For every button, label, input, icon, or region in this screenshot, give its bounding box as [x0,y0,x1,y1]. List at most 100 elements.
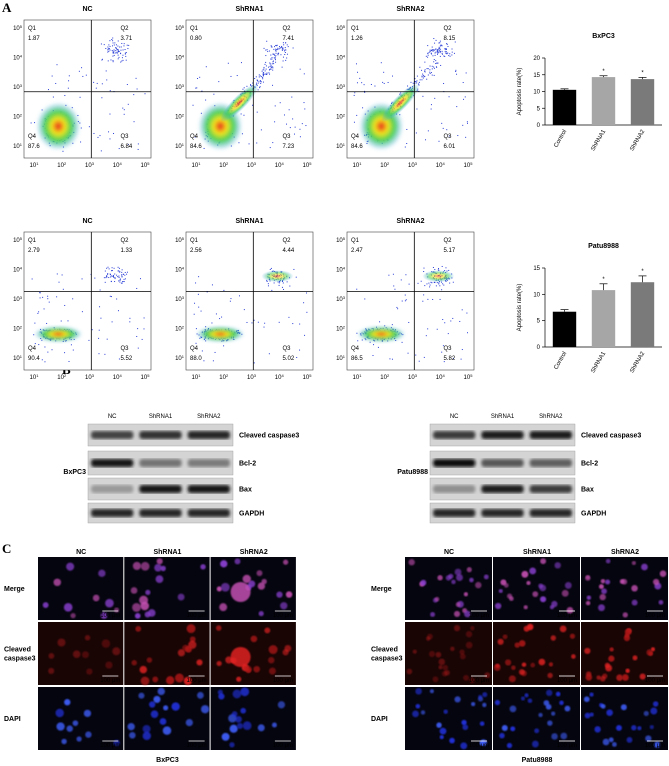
event-dot [113,267,115,269]
event-dot [299,68,301,70]
tick-exponent: 1 [359,373,362,378]
event-dot [423,70,425,72]
y-axis-label: Apoptosis rate(%) [517,284,523,332]
event-dot [206,291,208,293]
axis-tick-label: 103 [175,83,185,91]
cell [163,705,169,711]
y-tick-label: 10 [533,292,540,298]
event-dot [433,67,435,69]
event-dot [108,44,110,46]
axis-tick-label: 105 [336,236,346,244]
cell [560,732,568,740]
event-dot [465,136,467,138]
cell [112,647,121,656]
event-dot [259,75,261,77]
event-dot [427,53,429,55]
image-background [493,622,580,685]
event-dot [436,50,438,52]
cell [538,712,543,718]
cell [469,577,474,583]
cell [152,676,159,683]
event-dot [122,281,124,283]
event-dot [39,292,41,294]
event-dot [257,89,259,91]
event-dot [127,103,129,105]
event-dot [427,130,429,132]
event-dot [286,123,288,125]
quadrant-value: 1.87 [28,36,40,42]
event-dot [109,45,111,47]
event-dot [438,140,440,142]
event-dot [139,278,141,280]
event-dot [303,302,305,304]
event-dot [275,48,277,50]
event-dot [283,114,285,116]
event-dot [437,62,439,64]
event-dot [425,55,427,57]
axis-tick-label: 105 [464,373,474,381]
tick-base: 10 [13,85,20,91]
event-dot [101,97,103,99]
cell [276,591,283,598]
event-dot [121,282,123,284]
event-dot [39,297,41,299]
event-dot [284,52,286,54]
event-dot [33,334,35,336]
axis-tick-label: 104 [175,54,185,62]
event-dot [393,285,395,287]
event-dot [447,52,449,54]
event-dot [121,42,123,44]
event-dot [100,317,102,319]
quadrant-value: 7.23 [283,144,295,150]
cell [551,711,556,716]
event-dot [432,49,434,51]
tick-exponent: 5 [309,373,312,378]
event-dot [424,285,426,287]
event-dot [439,298,441,300]
cell [456,574,463,581]
tick-base: 10 [303,375,310,381]
event-dot [275,49,277,51]
if-image: 100 μm [124,687,210,750]
event-dot [431,46,433,48]
cell [569,633,576,639]
event-dot [267,51,269,53]
cell [549,604,555,610]
event-dot [68,80,70,82]
cell [127,723,135,731]
tick-exponent: 2 [20,325,23,330]
cell [285,591,293,598]
if-image: 100 μm [493,687,580,750]
cell [53,578,62,587]
event-dot [260,80,262,82]
event-dot [451,48,453,50]
y-tick-label: 15 [533,266,540,272]
bar [552,311,577,347]
event-dot [280,54,282,56]
event-dot [438,48,440,50]
event-dot [392,75,394,77]
event-dot [98,329,100,331]
if-cell-line: BxPC3 [156,757,179,764]
event-dot [113,275,115,277]
blot-band [91,485,134,493]
quadrant-value: 86.5 [351,356,363,362]
event-dot [55,82,57,84]
cell [140,561,150,571]
quadrant-value: 5.17 [444,248,456,254]
event-dot [252,82,254,84]
event-dot [274,59,276,61]
bar [552,89,577,125]
event-dot [113,44,115,46]
event-dot [107,51,109,53]
scale-bar-label: 100 μm [645,678,665,684]
tick-exponent: 1 [20,354,23,359]
event-dot [423,271,425,273]
event-dot [404,300,406,302]
event-dot [95,87,97,89]
cell [539,584,547,592]
event-dot [93,132,95,134]
event-dot [110,276,112,278]
tick-exponent: 4 [281,373,284,378]
cell [129,732,136,739]
